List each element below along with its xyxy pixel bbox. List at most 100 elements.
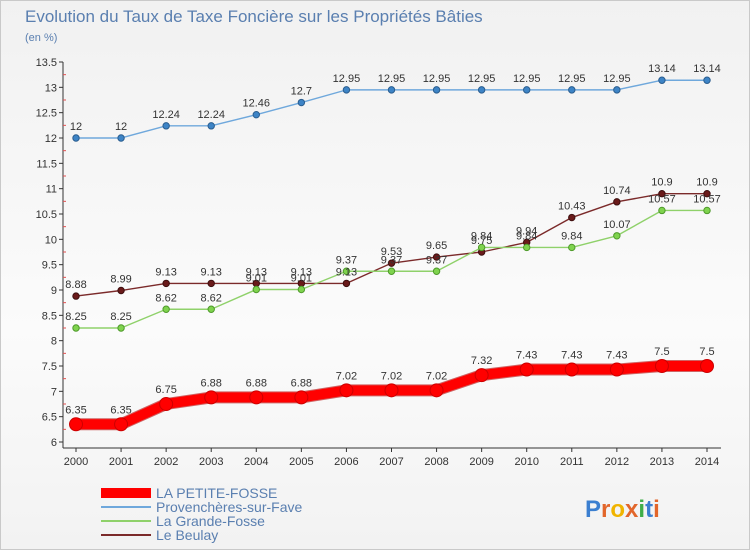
x-tick-label: 2010	[514, 456, 538, 468]
x-tick-label: 2002	[154, 456, 178, 468]
data-point-la-petite-fosse	[474, 368, 489, 383]
x-tick-label: 2007	[379, 456, 403, 468]
legend-label-la-grande-fosse: La Grande-Fosse	[156, 513, 265, 529]
data-point-la-petite-fosse	[114, 417, 129, 432]
data-label-le-beulay: 10.74	[603, 185, 631, 197]
data-label-provencheres-sur-fave: 13.14	[693, 63, 721, 75]
data-label-le-beulay: 9.65	[426, 240, 447, 252]
data-label-la-petite-fosse: 7.43	[606, 350, 627, 362]
data-point-la-petite-fosse	[204, 390, 219, 405]
axes: 6 6.5 7 7.5 8 8.5 9 9.5 10 10.5 11 11.5 12 12.5 13 13.5…	[36, 57, 721, 468]
y-tick-label: 12.5	[36, 108, 57, 120]
legend-label-provencheres-sur-fave: Provenchères-sur-Fave	[156, 499, 302, 515]
data-point-la-grande-fosse	[72, 324, 80, 332]
data-point-la-petite-fosse	[69, 417, 83, 432]
data-point-la-petite-fosse	[429, 383, 444, 398]
data-label-la-grande-fosse: 8.25	[65, 311, 86, 323]
data-point-la-grande-fosse	[342, 267, 351, 275]
data-label-la-petite-fosse: 7.43	[516, 350, 537, 362]
data-label-la-petite-fosse: 7.32	[471, 355, 492, 367]
y-tick-label: 10	[45, 234, 57, 246]
data-label-provencheres-sur-fave: 13.14	[648, 63, 676, 75]
data-label-la-petite-fosse: 6.88	[246, 377, 267, 389]
x-tick-label: 2006	[334, 456, 358, 468]
data-point-provencheres-sur-fave	[342, 86, 351, 94]
proxiti-logo: Proxiti	[585, 496, 660, 523]
legend-label-la-petite-fosse: LA PETITE-FOSSE	[156, 485, 277, 501]
data-point-la-grande-fosse	[297, 285, 306, 294]
x-tick-label: 2004	[244, 456, 268, 468]
data-point-le-beulay	[613, 198, 621, 206]
x-tick-label: 2005	[289, 456, 313, 468]
data-point-le-beulay	[703, 190, 711, 198]
data-point-la-petite-fosse	[384, 383, 399, 398]
data-point-la-petite-fosse	[249, 390, 264, 405]
data-point-la-grande-fosse	[568, 243, 576, 252]
data-point-provencheres-sur-fave	[252, 110, 260, 119]
series-line-le-beulay	[75, 193, 707, 297]
data-label-provencheres-sur-fave: 12.7	[291, 86, 312, 98]
x-tick-label: 2014	[695, 456, 719, 468]
data-point-la-petite-fosse	[700, 359, 714, 373]
data-point-la-grande-fosse	[613, 232, 621, 240]
data-label-la-grande-fosse: 9.84	[561, 230, 582, 242]
y-tick-label: 10.5	[36, 209, 57, 221]
data-point-provencheres-sur-fave	[523, 86, 531, 94]
data-label-provencheres-sur-fave: 12.95	[333, 73, 361, 85]
data-label-la-grande-fosse: 9.84	[471, 230, 492, 242]
x-tick-label: 2003	[199, 456, 223, 468]
data-label-le-beulay: 9.13	[201, 266, 222, 278]
data-point-provencheres-sur-fave	[387, 86, 396, 94]
data-label-la-petite-fosse: 7.5	[699, 346, 714, 358]
data-label-provencheres-sur-fave: 12.95	[378, 73, 406, 85]
data-point-le-beulay	[72, 292, 80, 300]
data-point-la-petite-fosse	[654, 359, 669, 373]
data-label-la-grande-fosse: 8.62	[155, 292, 176, 304]
data-point-provencheres-sur-fave	[703, 76, 711, 84]
data-point-le-beulay	[658, 190, 666, 198]
data-point-provencheres-sur-fave	[297, 98, 306, 107]
x-tick-label: 2001	[109, 456, 133, 468]
y-tick-label: 13.5	[36, 57, 57, 69]
data-label-le-beulay: 9.53	[381, 246, 402, 258]
y-tick-label: 6	[51, 437, 57, 449]
data-label-la-petite-fosse: 7.02	[426, 370, 447, 382]
y-tick-label: 6.5	[42, 412, 57, 424]
x-tick-label: 2000	[64, 456, 88, 468]
data-point-la-grande-fosse	[207, 305, 215, 313]
data-label-la-grande-fosse: 9.37	[426, 254, 447, 266]
data-label-la-grande-fosse: 8.25	[110, 311, 131, 323]
data-point-provencheres-sur-fave	[613, 86, 621, 94]
data-label-provencheres-sur-fave: 12.24	[152, 109, 180, 121]
data-label-le-beulay: 9.13	[291, 266, 312, 278]
y-tick-label: 11	[46, 184, 57, 196]
data-label-la-grande-fosse: 9.37	[381, 254, 402, 266]
data-point-provencheres-sur-fave	[162, 122, 170, 130]
data-point-la-petite-fosse	[339, 383, 354, 398]
data-label-provencheres-sur-fave: 12.46	[243, 98, 271, 110]
x-tick-label: 2011	[560, 456, 584, 468]
y-tick-label: 12	[45, 133, 57, 145]
data-point-la-grande-fosse	[387, 267, 396, 275]
data-label-le-beulay: 9.13	[155, 266, 176, 278]
y-tick-label: 9	[51, 285, 57, 297]
data-label-le-beulay: 9.75	[471, 235, 492, 247]
x-tick-label: 2012	[605, 456, 629, 468]
data-labels: 8.88 8.99 9.13 9.13 9.13 9.13 9.13 9.53 9.65 9.75…	[65, 63, 720, 416]
y-tick-label: 9.5	[42, 260, 57, 272]
y-tick-label: 8.5	[42, 310, 57, 322]
y-tick-label: 8	[51, 336, 57, 348]
data-point-la-grande-fosse	[117, 324, 125, 332]
data-label-le-beulay: 9.94	[516, 225, 537, 237]
data-label-provencheres-sur-fave: 12.95	[603, 73, 631, 85]
data-label-provencheres-sur-fave: 12	[70, 121, 82, 133]
legend-label-le-beulay: Le Beulay	[156, 527, 218, 543]
data-label-la-petite-fosse: 6.35	[65, 404, 86, 416]
data-point-le-beulay	[117, 286, 125, 295]
data-point-la-grande-fosse	[523, 243, 531, 252]
chart-title: Evolution du Taux de Taxe Foncière sur l…	[25, 7, 483, 26]
data-label-la-grande-fosse: 8.62	[201, 292, 222, 304]
y-tick-label: 13	[45, 82, 57, 94]
data-point-le-beulay	[387, 259, 396, 267]
